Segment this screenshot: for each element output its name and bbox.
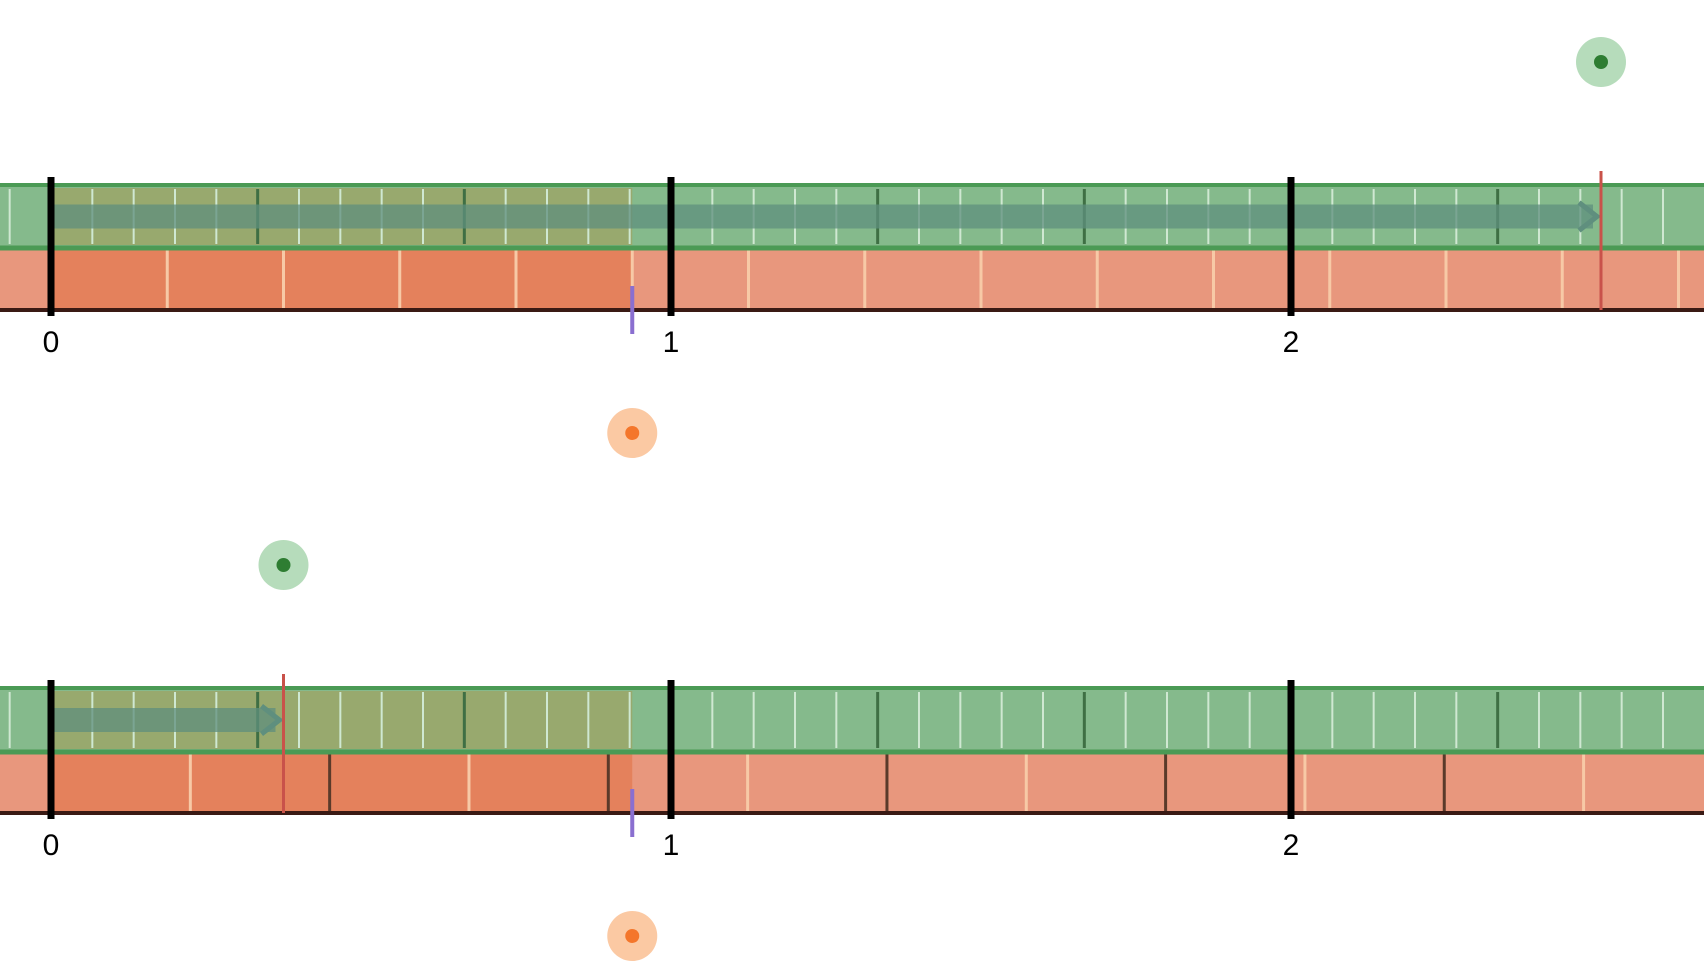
product-arrow-shaft (51, 708, 276, 732)
tick-label: 0 (43, 326, 60, 359)
orange-shaded-region (51, 248, 633, 310)
orange-shaded-region (51, 752, 633, 813)
orange-handle[interactable] (625, 929, 640, 943)
product-arrow-head (259, 704, 284, 736)
green-handle[interactable] (1594, 55, 1608, 69)
number-line-bottom: 0 1 2 (0, 540, 1704, 961)
tick-label: 0 (43, 829, 60, 862)
number-line-top: 0 1 2 (0, 37, 1704, 458)
tick-label: 2 (1283, 829, 1300, 862)
product-arrow-head (1577, 200, 1602, 233)
product-arrow-shaft (51, 204, 1593, 229)
green-handle[interactable] (276, 558, 291, 572)
tick-label: 2 (1283, 326, 1300, 359)
tick-label: 1 (663, 829, 680, 862)
tick-label: 1 (663, 326, 680, 359)
orange-handle[interactable] (625, 426, 640, 440)
